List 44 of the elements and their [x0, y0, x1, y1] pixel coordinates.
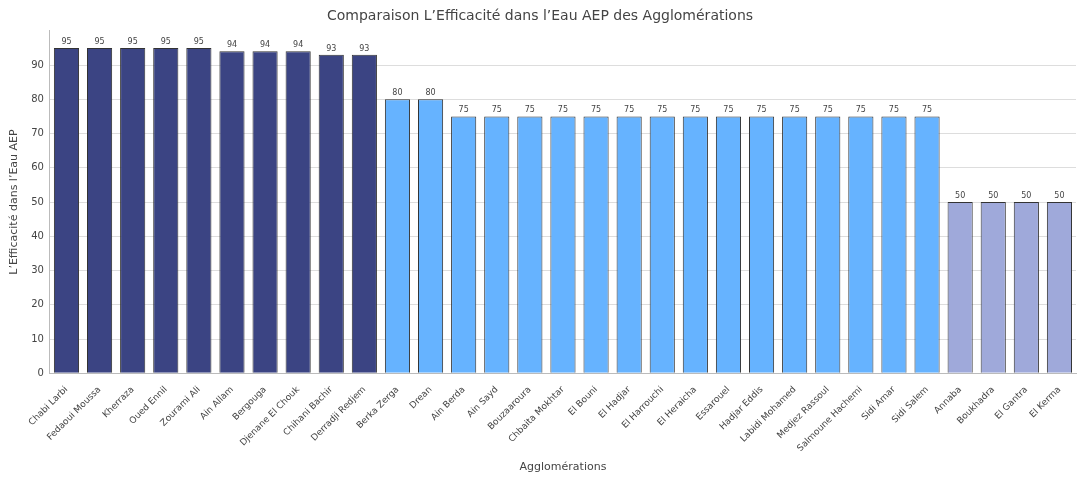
- y-tick-label: 0: [37, 366, 44, 378]
- data-label: 75: [491, 105, 502, 115]
- data-label: 95: [61, 37, 72, 46]
- data-label: 75: [855, 105, 866, 115]
- data-label: 95: [160, 37, 171, 46]
- data-label: 93: [326, 43, 337, 53]
- data-label: 75: [557, 105, 569, 115]
- data-label: 50: [1021, 191, 1032, 201]
- data-label: 50: [988, 191, 999, 201]
- data-label: 95: [94, 37, 105, 46]
- data-label: 94: [259, 40, 271, 50]
- data-label: 50: [955, 191, 966, 201]
- y-tick-label: 50: [31, 195, 44, 207]
- y-tick-label: 30: [31, 264, 44, 276]
- data-label: 94: [293, 40, 304, 50]
- data-label: 75: [657, 105, 668, 115]
- y-tick-label: 70: [31, 127, 44, 139]
- data-label: 75: [458, 105, 469, 115]
- data-label: 75: [524, 105, 535, 115]
- data-label: 75: [756, 105, 767, 115]
- data-label: 75: [590, 105, 602, 115]
- data-label: 75: [888, 105, 900, 115]
- data-label: 93: [359, 43, 370, 53]
- data-label: 50: [1054, 191, 1065, 201]
- data-label: 75: [624, 105, 635, 115]
- data-label: 75: [723, 105, 734, 115]
- x-axis-title: Agglomérations: [519, 460, 607, 474]
- data-label: 95: [193, 37, 204, 46]
- y-tick-label: 10: [31, 332, 44, 344]
- y-tick-label: 80: [31, 92, 44, 104]
- y-tick-label: 20: [31, 298, 44, 310]
- y-tick-label: 40: [31, 229, 44, 241]
- y-tick-label: 60: [31, 161, 44, 173]
- y-axis-title: L’Efficacité dans l’Eau AEP: [7, 128, 21, 275]
- data-label: 94: [226, 40, 238, 50]
- data-label: 75: [822, 105, 833, 115]
- data-label: 95: [127, 37, 138, 46]
- data-label: 75: [789, 105, 800, 115]
- y-tick-label: 90: [31, 58, 44, 70]
- data-label: 80: [392, 88, 403, 98]
- data-label: 75: [690, 105, 701, 115]
- data-label: 75: [921, 105, 933, 115]
- chart-title: Comparaison L’Efficacité dans l’Eau AEP des Agglomérations: [326, 7, 754, 24]
- data-label: 80: [425, 88, 436, 98]
